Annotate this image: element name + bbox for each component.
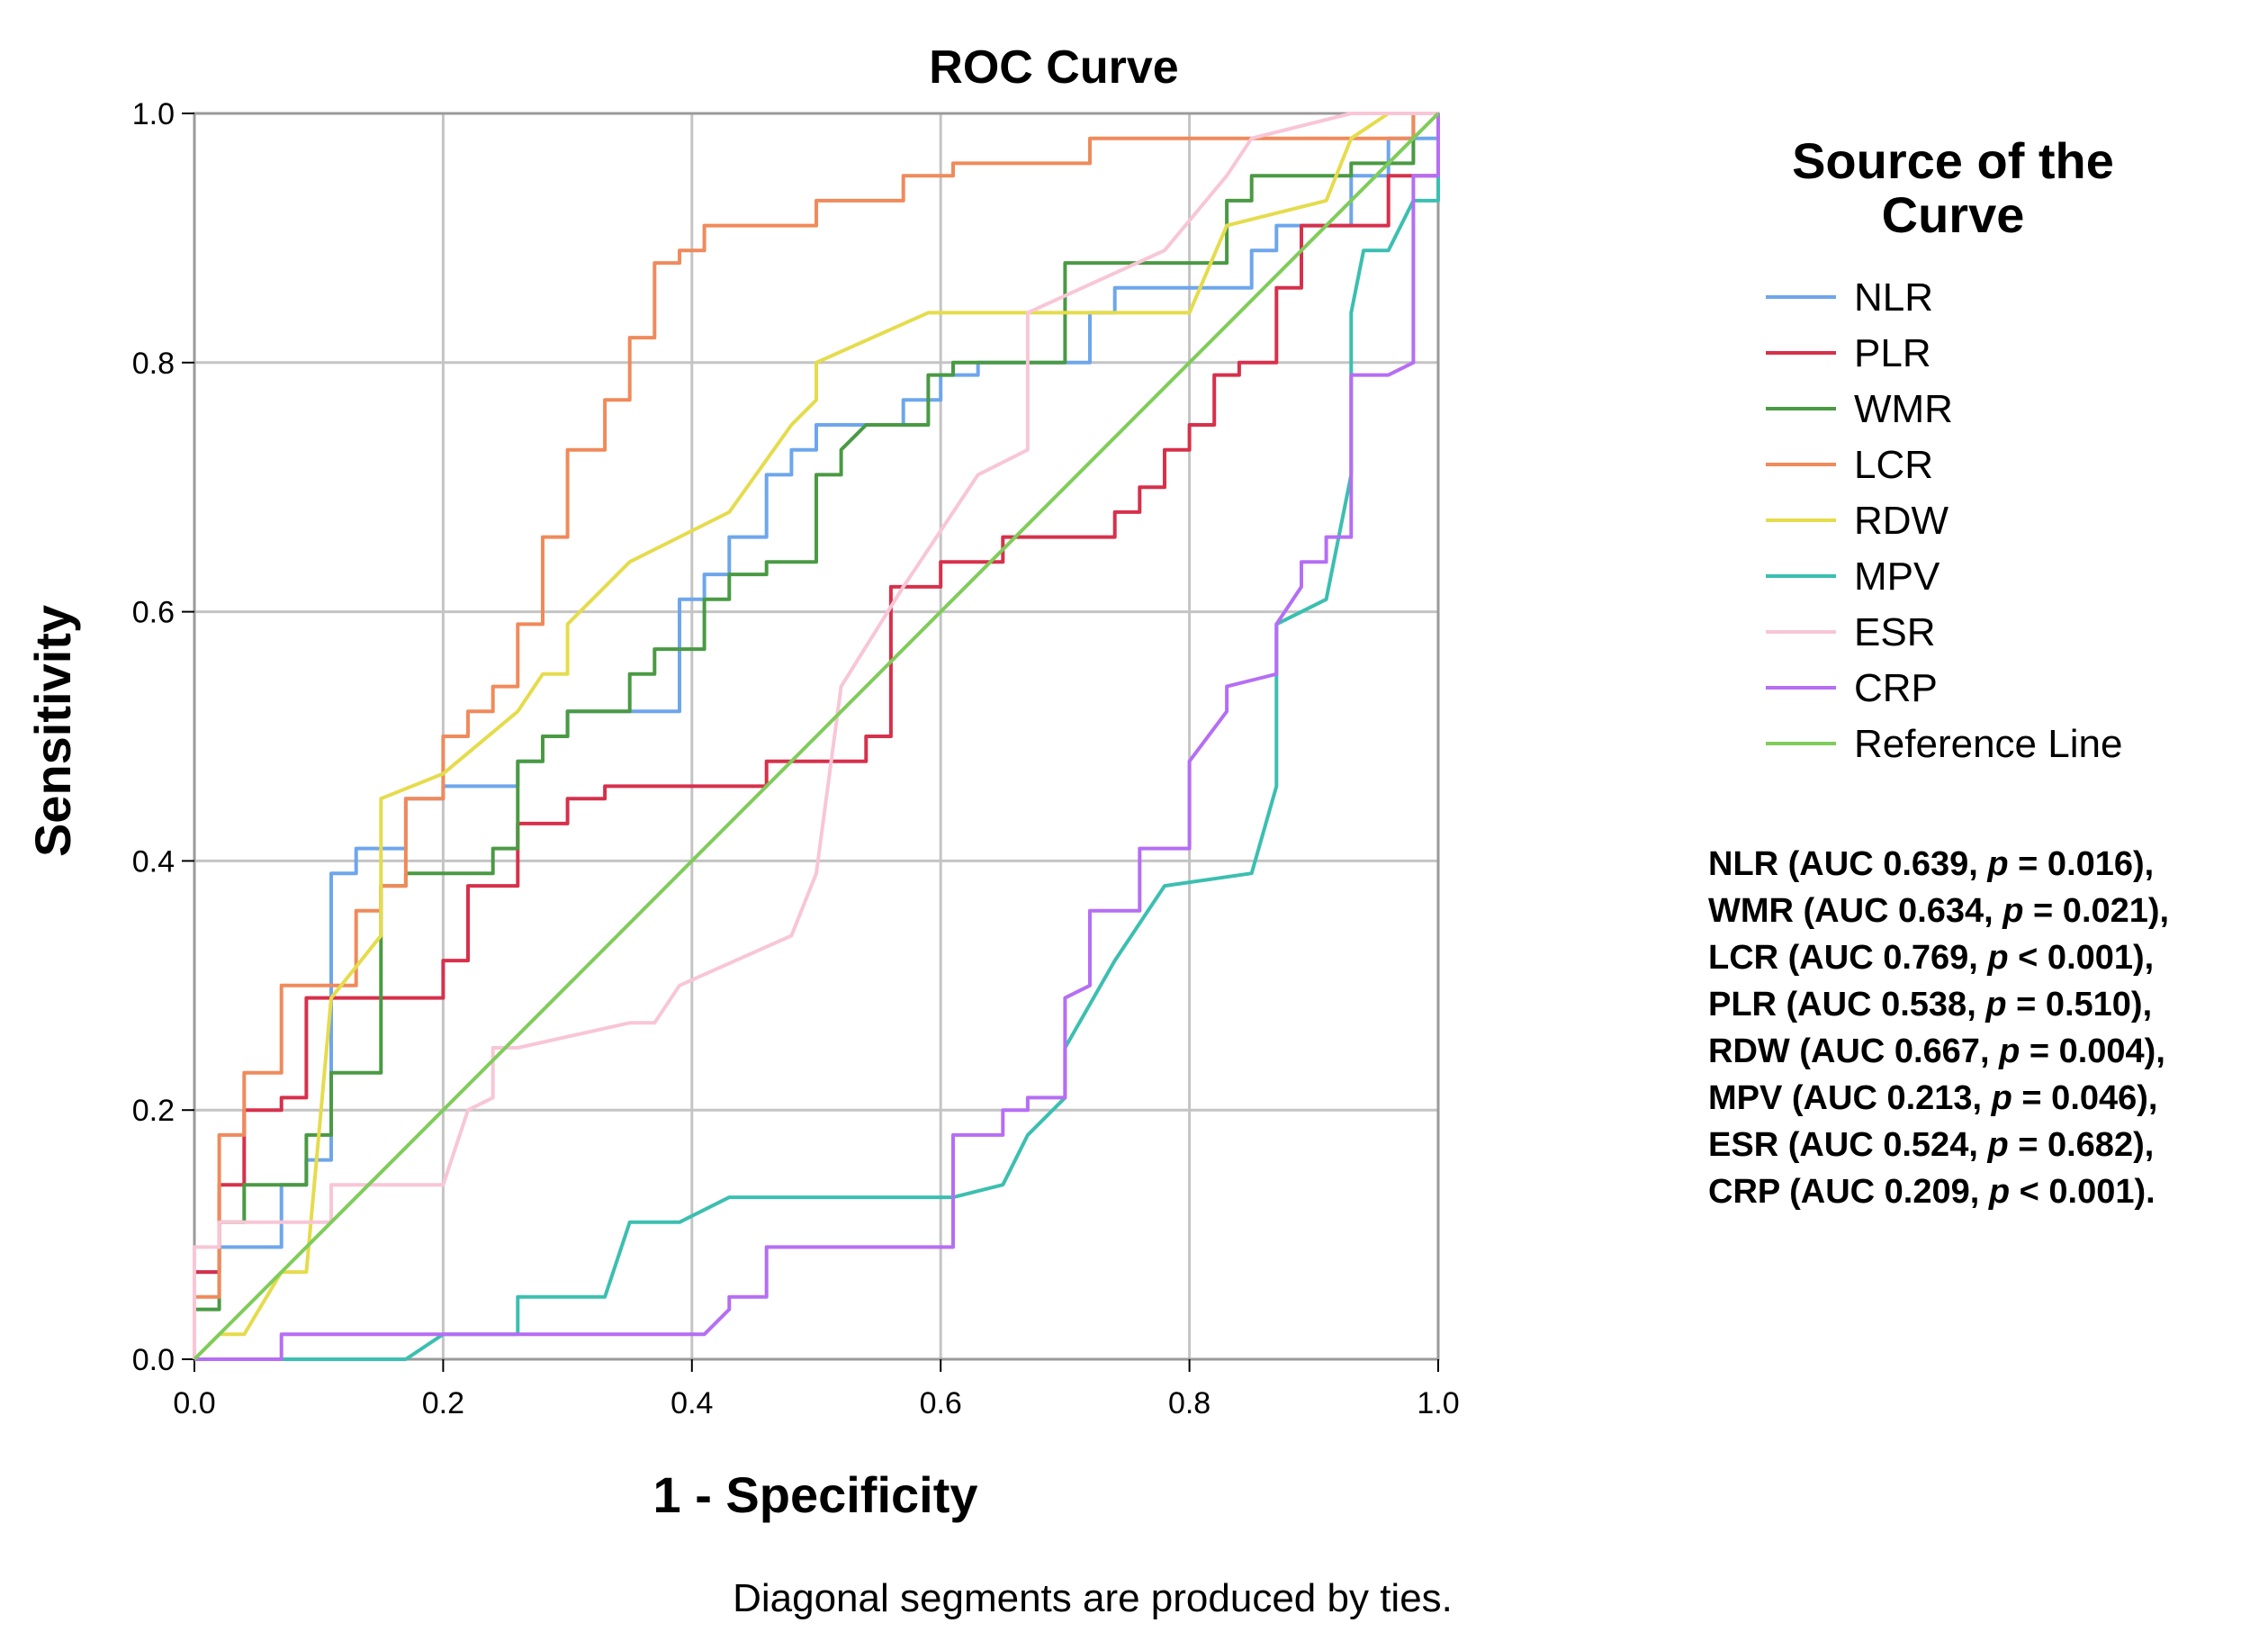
y-tick-label: 1.0 xyxy=(132,97,175,131)
legend-label: WMR xyxy=(1854,387,1953,431)
x-tick-label: 1.0 xyxy=(1417,1386,1459,1420)
auc-annotations: NLR (AUC 0.639, p = 0.016), WMR (AUC 0.63… xyxy=(1708,845,2169,1211)
y-tick-label: 0.6 xyxy=(132,596,175,630)
auc-annotation: CRP (AUC 0.209, p < 0.001). xyxy=(1708,1173,2156,1211)
chart-title: ROC Curve xyxy=(929,41,1178,94)
legend-label: CRP xyxy=(1854,666,1938,710)
roc-curve-rdw xyxy=(193,112,1438,1361)
y-tick-label: 0.0 xyxy=(132,1343,175,1377)
x-tick-label: 0.2 xyxy=(422,1386,464,1420)
auc-annotation: LCR (AUC 0.769, p < 0.001), xyxy=(1708,939,2154,977)
x-tick-label: 0.8 xyxy=(1168,1386,1210,1420)
y-axis-ticks: 0.0 0.2 0.4 0.6 0.8 1.0 xyxy=(132,97,194,1377)
x-axis-ticks: 0.0 0.2 0.4 0.6 0.8 1.0 xyxy=(173,1359,1460,1420)
y-axis-label: Sensitivity xyxy=(24,605,81,857)
legend-title: Source of the Curve xyxy=(1792,132,2114,243)
x-tick-label: 0.6 xyxy=(920,1386,962,1420)
auc-annotation: NLR (AUC 0.639, p = 0.016), xyxy=(1708,845,2154,883)
legend-label: NLR xyxy=(1854,275,1933,320)
auc-annotation: RDW (AUC 0.667, p = 0.004), xyxy=(1708,1032,2165,1070)
y-tick-label: 0.4 xyxy=(132,844,175,879)
roc-curve-lcr xyxy=(193,112,1438,1359)
x-axis-label: 1 - Specificity xyxy=(652,1466,977,1523)
legend-label: PLR xyxy=(1854,331,1931,375)
y-tick-label: 0.2 xyxy=(132,1094,175,1128)
x-tick-label: 0.0 xyxy=(173,1386,215,1420)
roc-curve-esr xyxy=(193,112,1438,1359)
roc-curve-wmr xyxy=(193,112,1438,1359)
legend-label: Reference Line xyxy=(1854,722,2122,766)
roc-curve-nlr xyxy=(193,113,1440,1359)
legend-label: ESR xyxy=(1854,610,1935,654)
auc-annotation: ESR (AUC 0.524, p = 0.682), xyxy=(1708,1126,2154,1164)
legend-label: MPV xyxy=(1854,555,1940,599)
x-tick-label: 0.4 xyxy=(670,1386,713,1420)
legend-label: RDW xyxy=(1854,499,1949,543)
ties-note: Diagonal segments are produced by ties. xyxy=(733,1576,1453,1620)
auc-annotation: PLR (AUC 0.538, p = 0.510), xyxy=(1708,986,2152,1023)
auc-annotation: MPV (AUC 0.213, p = 0.046), xyxy=(1708,1079,2158,1117)
roc-curve-crp xyxy=(194,113,1440,1361)
roc-curves xyxy=(193,112,1440,1361)
legend-label: LCR xyxy=(1854,443,1933,487)
y-tick-label: 0.8 xyxy=(132,347,175,381)
plot-frame xyxy=(193,112,1440,1361)
legend: NLR PLR WMR LCR RDW MPV ESR CRP Reference Line xyxy=(1766,275,2122,766)
roc-curve-reference-line xyxy=(193,112,1440,1361)
auc-annotation: WMR (AUC 0.634, p = 0.021), xyxy=(1708,892,2169,930)
